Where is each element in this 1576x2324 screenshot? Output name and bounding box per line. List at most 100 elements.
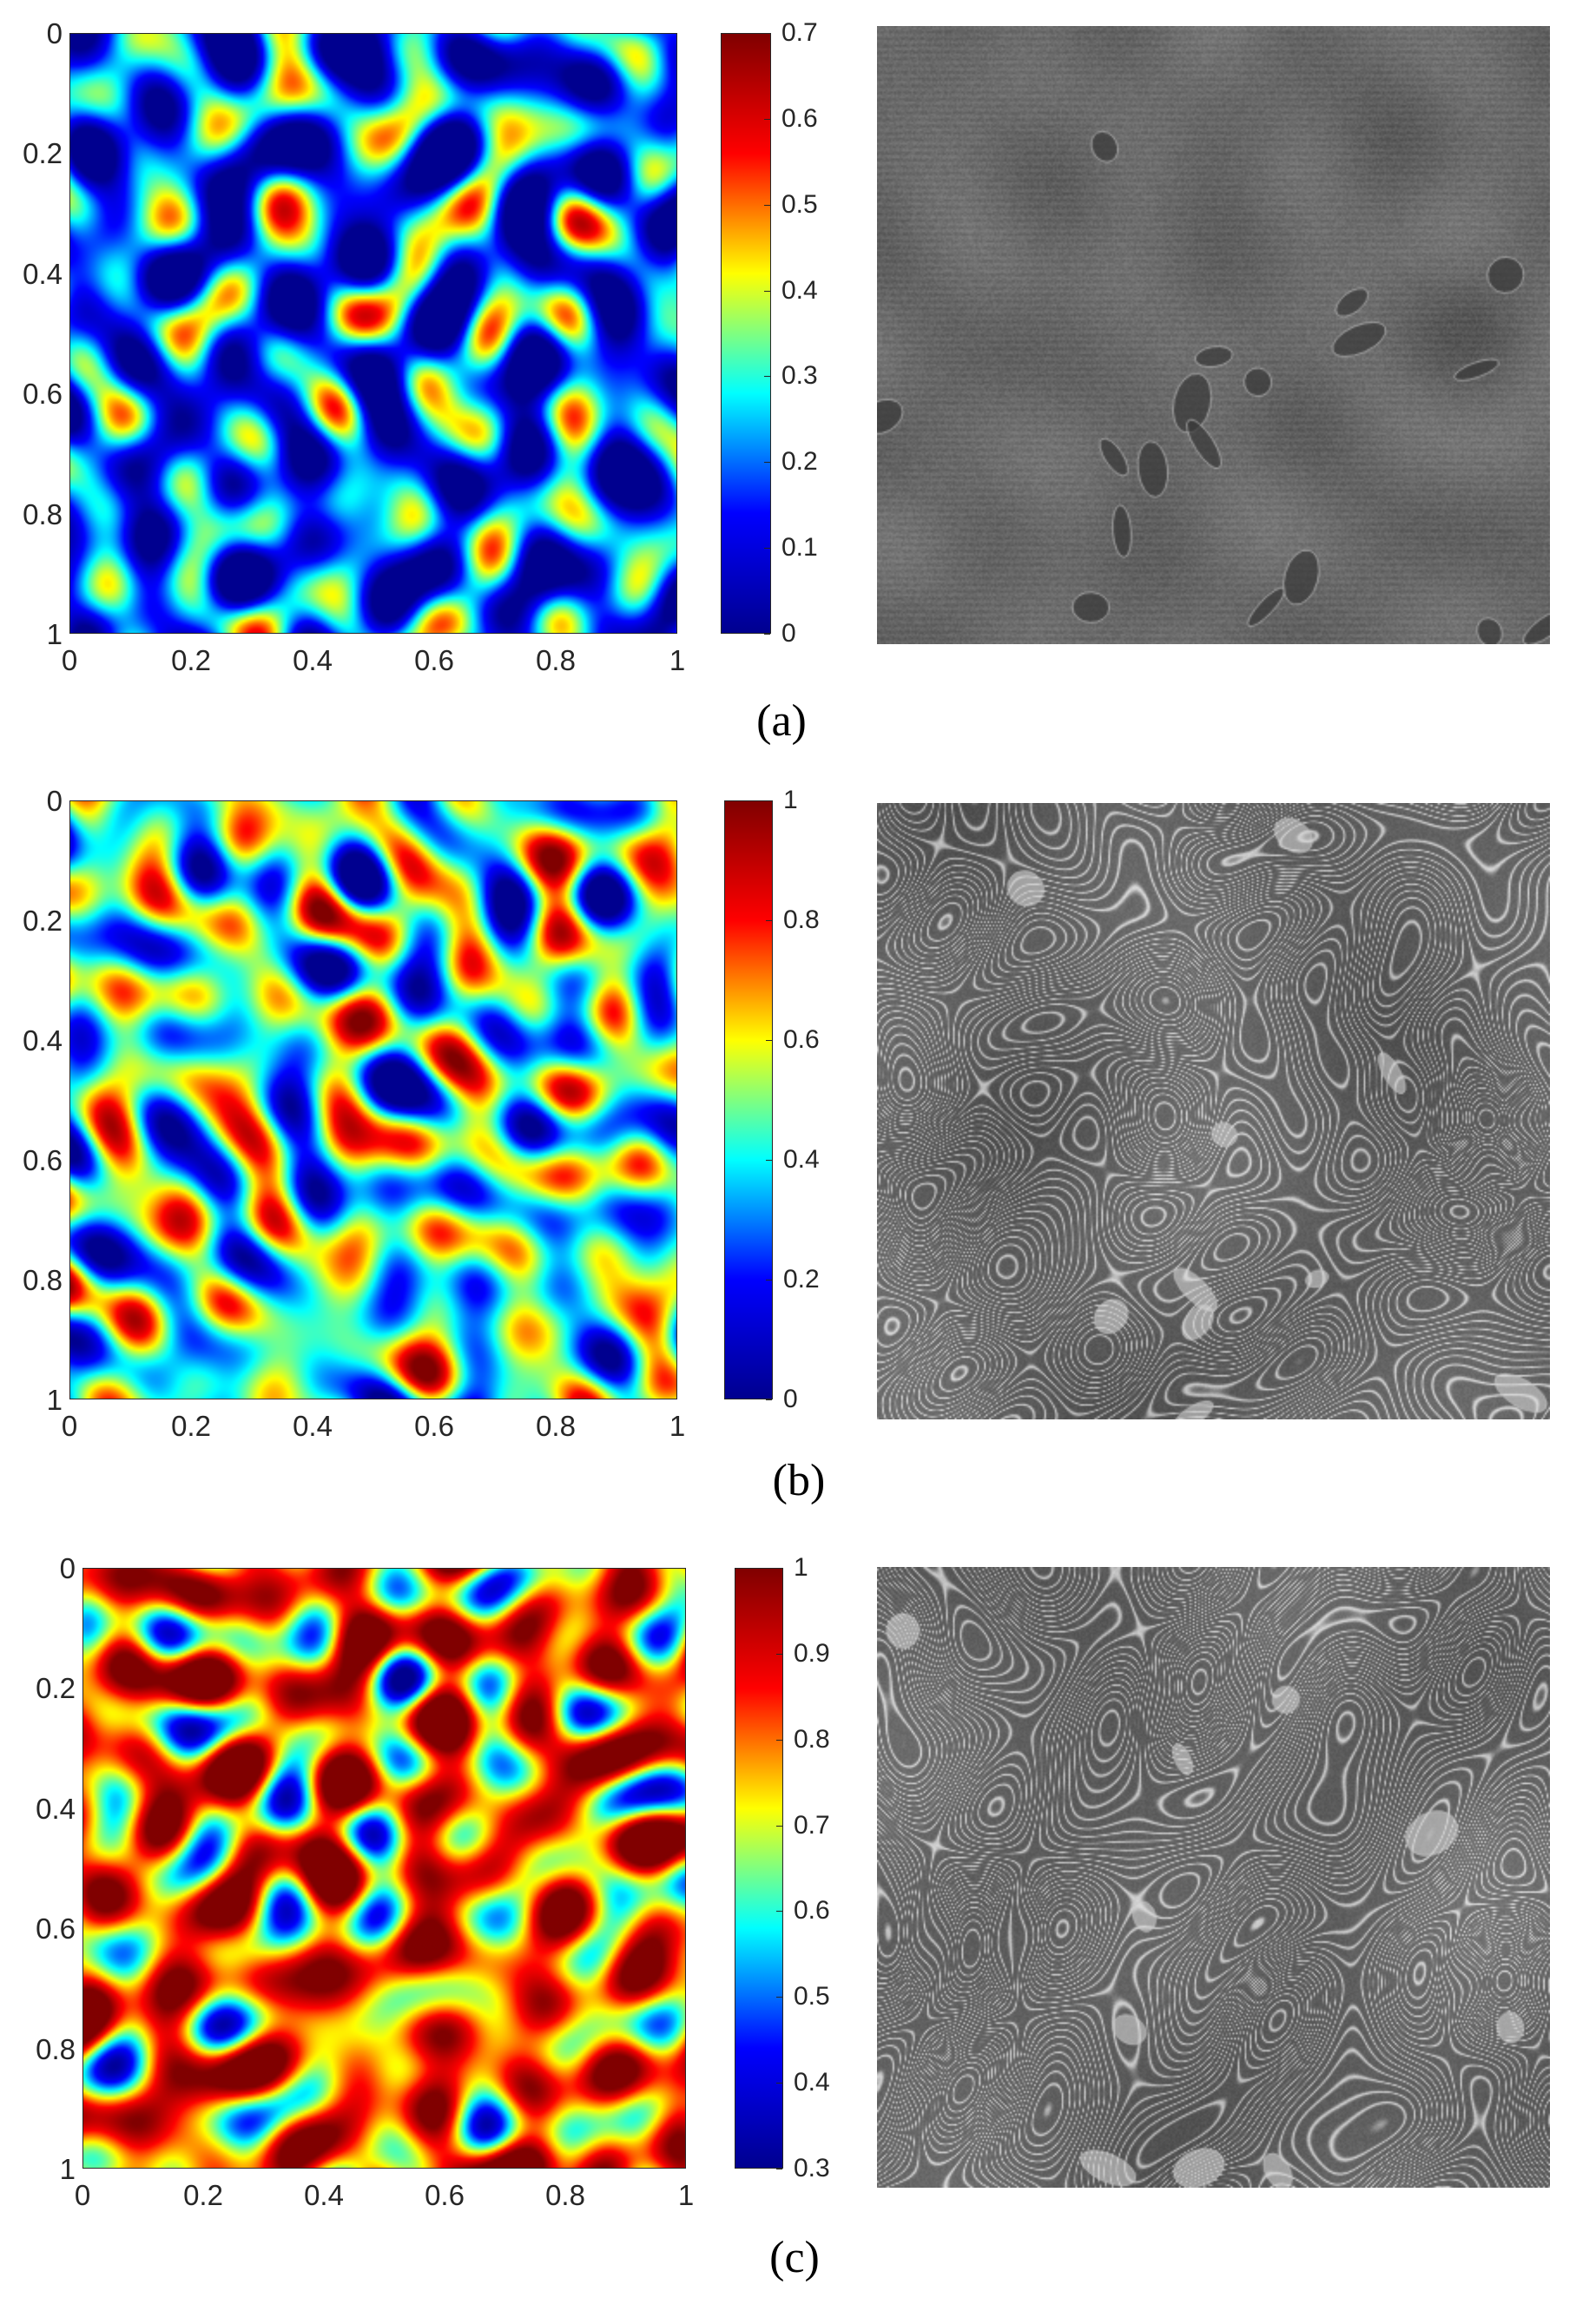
colorbar-tick-label: 0 [783, 1385, 798, 1413]
x-tick-label: 0.2 [171, 644, 211, 676]
colorbar-tick-mark [776, 1997, 782, 1998]
y-tick-label: 0.8 [36, 2032, 76, 2065]
sem-image [877, 1567, 1550, 2188]
colorbar-tick-mark [764, 634, 770, 635]
x-tick-label: 0.4 [293, 1410, 333, 1442]
heatmap-image [69, 800, 677, 1399]
colorbar [735, 1568, 783, 2169]
colorbar-tick-mark [764, 548, 770, 550]
colorbar-tick-mark [766, 800, 772, 801]
x-tick-label: 1 [677, 2179, 695, 2211]
colorbar-tick-mark [764, 33, 770, 34]
colorbar-tick-mark [764, 290, 770, 292]
colorbar-tick-label: 0.6 [794, 1896, 830, 1926]
colorbar-tick-mark [776, 2083, 782, 2084]
colorbar-tick-mark [776, 1568, 782, 1569]
sem-image [877, 26, 1550, 644]
y-tick-label: 0.6 [36, 1913, 76, 1945]
colorbar-tick-mark [766, 1160, 772, 1161]
colorbar-tick-label: 0 [781, 619, 796, 648]
x-tick-label: 1 [669, 644, 686, 676]
x-tick-label: 0.2 [183, 2179, 223, 2211]
colorbar-tick-mark [764, 204, 770, 206]
colorbar-tick-mark [776, 1911, 782, 1913]
y-tick-label: 0 [46, 785, 63, 817]
heatmap-plot [82, 1568, 686, 2169]
panel-caption: (a) [756, 696, 807, 746]
heatmap-image [69, 33, 677, 634]
x-tick-label: 0.8 [545, 2179, 585, 2211]
x-tick-label: 0.4 [304, 2179, 344, 2211]
colorbar-tick-mark [766, 1040, 772, 1041]
x-tick-label: 0.8 [536, 1410, 576, 1442]
panel-caption: (b) [772, 1456, 826, 1505]
colorbar-tick-label: 0.3 [794, 2154, 830, 2182]
x-tick-label: 0 [61, 1410, 78, 1442]
colorbar-tick-mark [764, 376, 770, 378]
sem-micrograph [877, 26, 1550, 644]
colorbar-tick-label: 0.4 [783, 1145, 820, 1174]
x-tick-label: 0.8 [536, 644, 576, 676]
x-tick-label: 0.6 [414, 1410, 454, 1442]
colorbar [724, 800, 773, 1399]
sem-micrograph [877, 803, 1550, 1419]
x-tick-label: 0.6 [414, 644, 454, 676]
colorbar-tick-label: 0.6 [781, 103, 818, 133]
y-tick-label: 0.2 [23, 137, 63, 170]
colorbar-tick-label: 0.7 [794, 1810, 830, 1840]
y-tick-label: 0.2 [23, 905, 63, 937]
heatmap-plot [69, 33, 677, 634]
colorbar-tick-label: 0.2 [783, 1265, 820, 1294]
heatmap-image [82, 1568, 686, 2169]
colorbar-tick-mark [776, 1653, 782, 1655]
colorbar-tick-label: 0.4 [794, 2068, 830, 2097]
colorbar-tick-label: 0.4 [781, 275, 818, 305]
colorbar-tick-mark [766, 920, 772, 921]
colorbar-tick-label: 0.6 [783, 1025, 820, 1054]
y-tick-label: 0 [46, 17, 63, 49]
colorbar-tick-label: 0.1 [781, 533, 818, 563]
x-tick-label: 0 [74, 2179, 91, 2211]
x-tick-label: 1 [669, 1410, 686, 1442]
colorbar-tick-mark [764, 462, 770, 464]
colorbar-tick-label: 0.5 [781, 189, 818, 219]
colorbar [721, 33, 771, 634]
colorbar-tick-label: 0.7 [781, 18, 818, 47]
colorbar-tick-mark [776, 1739, 782, 1741]
colorbar-tick-label: 0.2 [781, 447, 818, 477]
colorbar-tick-label: 0.5 [794, 1982, 830, 2011]
y-tick-label: 0.6 [23, 378, 63, 411]
colorbar-tick-label: 0.3 [781, 361, 818, 391]
colorbar-tick-label: 0.8 [794, 1724, 830, 1754]
colorbar-tick-label: 0.8 [783, 905, 820, 934]
y-tick-label: 1 [46, 1384, 63, 1416]
y-tick-label: 0.8 [23, 1264, 63, 1296]
heatmap-plot [69, 800, 677, 1399]
x-tick-label: 0 [61, 644, 78, 676]
x-tick-label: 0.4 [293, 644, 333, 676]
y-tick-label: 0 [59, 1552, 76, 1584]
colorbar-tick-label: 1 [794, 1553, 808, 1582]
x-tick-label: 0.2 [171, 1410, 211, 1442]
colorbar-tick-mark [776, 1825, 782, 1827]
sem-image [877, 803, 1550, 1419]
y-tick-label: 0.4 [23, 1024, 63, 1057]
colorbar-tick-label: 0.9 [794, 1638, 830, 1668]
colorbar-tick-mark [766, 1280, 772, 1281]
y-tick-label: 0.2 [36, 1672, 76, 1705]
x-tick-label: 0.6 [425, 2179, 465, 2211]
y-tick-label: 0.4 [23, 257, 63, 290]
colorbar-tick-label: 1 [783, 786, 798, 814]
colorbar-tick-mark [766, 1399, 772, 1400]
y-tick-label: 0.6 [23, 1144, 63, 1176]
y-tick-label: 0.4 [36, 1792, 76, 1825]
colorbar-tick-mark [764, 118, 770, 120]
y-tick-label: 1 [59, 2153, 76, 2185]
y-tick-label: 1 [46, 618, 63, 650]
panel-caption: (c) [769, 2233, 820, 2282]
y-tick-label: 0.8 [23, 497, 63, 530]
sem-micrograph [877, 1567, 1550, 2188]
